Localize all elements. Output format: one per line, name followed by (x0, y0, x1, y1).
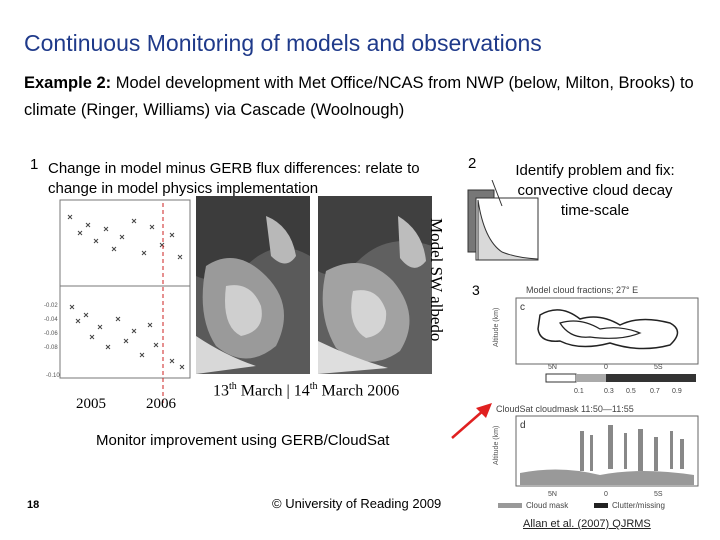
svg-text:0.1: 0.1 (574, 388, 584, 395)
svg-text:5S: 5S (654, 491, 663, 498)
ordinal-th-2-label: th (309, 381, 318, 392)
model-cloud-frame (515, 297, 699, 365)
cloudsat-ylabel: Altitude (km) (493, 426, 500, 465)
svg-text:-0.02: -0.02 (44, 303, 58, 309)
monitor-caption: Monitor improvement using GERB/CloudSat (96, 432, 390, 449)
upper-lat-ticks: 5N 0 5S (548, 364, 663, 371)
svg-text:-0.06: -0.06 (44, 331, 58, 337)
lower-plot-frame (59, 285, 191, 379)
upper-plot-frame (59, 199, 191, 287)
red-arrow-icon (451, 403, 492, 439)
model-cloud-title: Model cloud fractions; 27° E (526, 285, 638, 295)
colorbar-ticks: 0.1 0.3 0.5 0.7 0.9 (574, 388, 682, 395)
svg-text:0.3: 0.3 (604, 388, 614, 395)
date-end-label: March 2006 (317, 382, 400, 400)
ordinal-th-1-label: th (229, 381, 237, 392)
model-cloud-contour-outer (537, 309, 679, 350)
decay-pointer-line (491, 180, 503, 207)
model-cloud-ylabel: Altitude (km) (493, 308, 500, 347)
panel2-number: 2 (468, 155, 477, 172)
flux-timeseries-plot: -0.02 -0.04 -0.06 -0.08 -0.10 (44, 199, 191, 407)
albedo-map-13-march (196, 196, 310, 374)
slide-number: 18 (27, 499, 40, 511)
svg-text:5N: 5N (548, 491, 557, 498)
svg-text:5N: 5N (548, 364, 557, 371)
colorbar-mid-segment (576, 374, 606, 382)
cloud-fraction-plot: Model cloud fractions; 27° E c Altitude … (493, 285, 699, 510)
lower-lat-ticks: 5N 0 5S (548, 491, 663, 498)
colorbar-low-segment (545, 373, 577, 383)
svg-text:-0.08: -0.08 (44, 345, 58, 351)
cloud-mask-legend-swatch (498, 503, 522, 508)
svg-text:0.9: 0.9 (672, 388, 682, 395)
cloud-mask-legend-label: Cloud mask (526, 501, 569, 510)
svg-text:-0.04: -0.04 (44, 317, 58, 323)
panel1-number: 1 (30, 156, 39, 173)
decay-curve (477, 199, 539, 261)
svg-text:0: 0 (604, 491, 608, 498)
dates-label: 13th March | 14th March 2006 (213, 381, 399, 400)
date-mid-label: March | 14 (236, 382, 310, 400)
model-sw-albedo-label: Model SW albedo (427, 218, 446, 342)
svg-text:0: 0 (604, 364, 608, 371)
upper-scatter-points (67, 214, 183, 260)
albedo-map-14-march (318, 196, 432, 374)
slide-title: Continuous Monitoring of models and obse… (24, 30, 542, 56)
lower-scatter-points (69, 304, 185, 370)
panel2-caption: Identify problem and fix: convective clo… (515, 162, 675, 219)
reference-link[interactable]: Allan et al. (2007) QJRMS (523, 518, 651, 530)
year-2005-label: 2005 (76, 396, 106, 412)
panel3-number: 3 (472, 282, 480, 298)
copyright-notice: © University of Reading 2009 (272, 496, 442, 511)
panel-c-letter: c (520, 302, 525, 313)
plot-axis-ticks: -0.02 -0.04 -0.06 -0.08 -0.10 (44, 303, 60, 379)
example-text: Model development with Met Office/NCAS f… (24, 74, 694, 119)
model-cloud-contour-inner (559, 320, 642, 339)
cloudsat-mask-columns (580, 425, 684, 471)
svg-text:5S: 5S (654, 364, 663, 371)
svg-text:0.5: 0.5 (626, 388, 636, 395)
cloudsat-title: CloudSat cloudmask 11:50—11:55 (496, 404, 634, 414)
svg-text:-0.10: -0.10 (46, 373, 60, 379)
decay-curve-diagram (467, 180, 539, 261)
date-13-label: 13 (213, 382, 229, 400)
clutter-legend-swatch (594, 503, 608, 508)
slide-subtitle: Example 2: Model development with Met Of… (24, 70, 704, 124)
svg-text:0.7: 0.7 (650, 388, 660, 395)
example-label: Example 2: (24, 74, 112, 92)
year-2006-label: 2006 (146, 396, 176, 412)
clutter-legend-label: Clutter/missing (612, 501, 665, 510)
colorbar (546, 374, 696, 382)
cloudsat-low-cloud (520, 469, 694, 485)
panel-d-letter: d (520, 420, 526, 431)
panel1-caption: Change in model minus GERB flux differen… (48, 160, 420, 197)
